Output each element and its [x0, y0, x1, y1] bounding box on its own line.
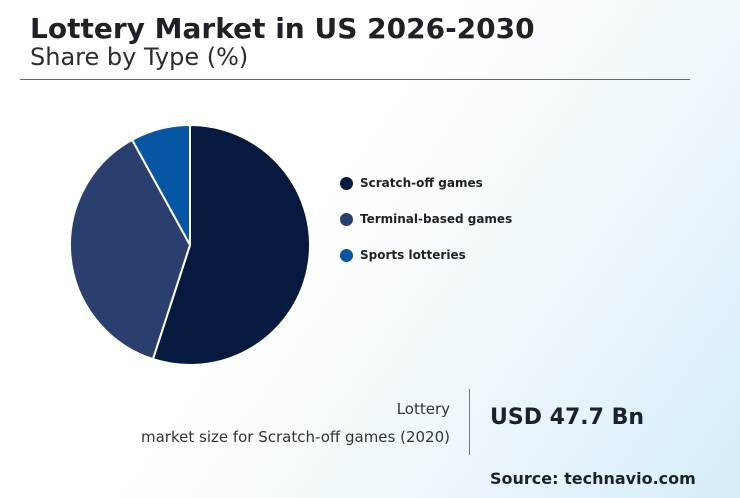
pie-slice-sports-lotteries [130, 123, 191, 246]
kpi-divider [469, 389, 470, 455]
kpi-label-line2: market size for Scratch-off games (2020) [141, 428, 450, 446]
kpi-value: USD 47.7 Bn [490, 405, 644, 430]
legend-label: Sports lotteries [360, 248, 466, 262]
pie-chart [69, 123, 311, 366]
legend-label: Terminal-based games [360, 212, 513, 226]
title-divider [20, 79, 690, 80]
kpi-label-line1: Lottery [396, 400, 450, 418]
source-credit: Source: technavio.com [490, 469, 696, 488]
legend-item: Sports lotteries [340, 245, 512, 265]
legend-item: Terminal-based games [340, 209, 512, 229]
legend-swatch [340, 248, 353, 262]
chart-title: Lottery Market in US 2026-2030 [30, 12, 535, 45]
legend-label: Scratch-off games [360, 176, 483, 190]
pie-slice-terminal-based-games [69, 138, 192, 361]
chart-legend: Scratch-off games Terminal-based games Spo… [340, 173, 512, 281]
pie-slice-scratch-off-games [151, 123, 311, 366]
chart-subtitle: Share by Type (%) [30, 43, 249, 71]
legend-item: Scratch-off games [340, 173, 512, 193]
legend-swatch [340, 176, 353, 190]
legend-swatch [340, 212, 353, 226]
